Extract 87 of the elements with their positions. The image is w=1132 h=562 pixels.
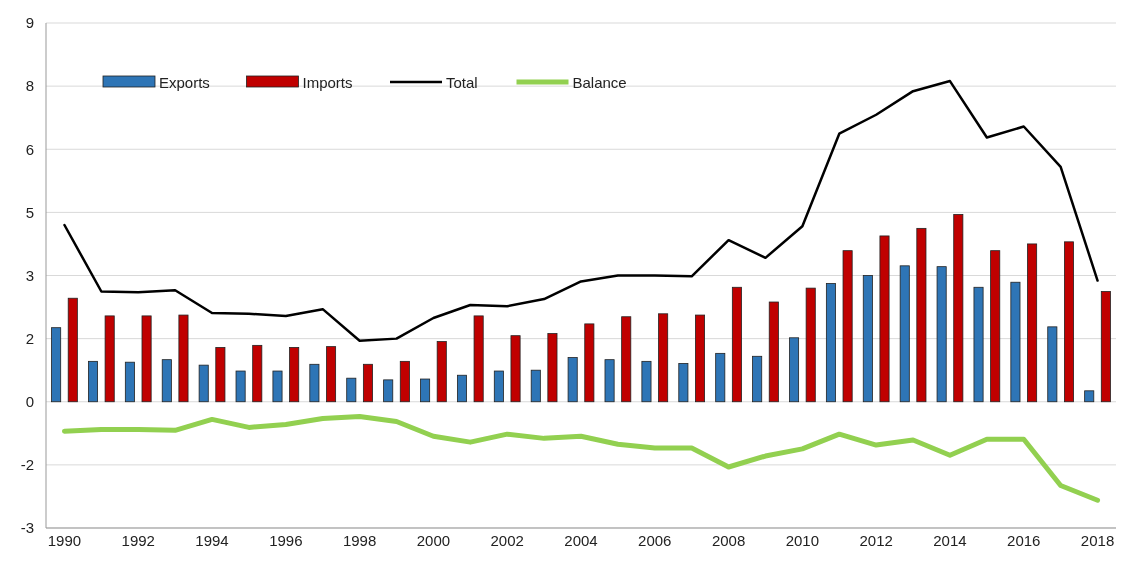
bar [309,363,320,403]
bar [362,363,373,403]
bar [436,341,447,403]
x-tick-label: 2010 [785,532,820,549]
y-tick-label: 2 [25,329,34,347]
bar [104,315,115,403]
x-tick-label: 2004 [564,532,598,549]
bar [326,346,337,403]
bar [510,335,521,403]
bar [752,355,763,403]
bar [88,360,98,403]
x-tick-label: 1990 [47,532,82,549]
bar [252,344,263,403]
bar [990,250,1001,403]
bar [235,370,246,403]
bar [621,316,632,403]
legend-label: Exports [159,73,210,91]
x-tick-label: 2008 [711,532,746,549]
y-tick-label: 0 [25,393,34,410]
bar [604,359,615,403]
bar [695,314,705,403]
bar [1084,390,1095,403]
bar [916,227,927,403]
y-tick-label: -3 [20,519,34,537]
bar [862,275,873,403]
bar [936,266,947,403]
x-tick-label: 2016 [1007,532,1041,549]
legend-label: Total [446,73,478,91]
bar [215,347,226,403]
bar [67,297,78,403]
x-tick-label: 2014 [933,532,967,549]
bar [399,360,410,403]
bar [899,265,910,403]
bar [973,286,984,403]
x-tick-label: 1994 [195,532,229,549]
bar [198,364,209,403]
bar [805,287,816,403]
bar [493,370,504,403]
bar [1100,291,1111,403]
bar [530,369,541,403]
x-tick-label: 2000 [416,532,451,549]
bar [879,235,890,403]
bar [789,337,800,403]
bar [272,370,283,403]
bar [161,359,172,403]
y-tick-label: 3 [25,266,34,284]
bar [1027,243,1038,403]
bar [383,379,394,403]
bar [124,361,135,403]
bar [1064,241,1074,403]
y-tick-label: 8 [25,77,34,95]
bar [346,377,357,403]
bar [1047,326,1058,403]
x-tick-label: 2012 [859,532,893,549]
bar [825,283,836,403]
y-tick-label: 9 [25,14,34,32]
bar [473,315,484,403]
bar [584,323,595,403]
bar [547,333,558,403]
x-tick-label: 2018 [1080,532,1115,549]
bar [51,327,62,403]
y-tick-label: 6 [25,140,34,158]
bar [678,363,689,403]
bar [731,286,742,403]
x-tick-label: 1998 [342,532,377,549]
bar [842,250,853,403]
bar [457,374,467,403]
x-tick-label: 1996 [269,532,303,549]
legend-label: Imports [302,73,353,91]
y-tick-label: 5 [25,203,34,221]
legend-label: Balance [572,73,627,91]
bar [715,352,726,403]
x-tick-label: 2006 [638,532,672,549]
bar [768,301,779,403]
bar [1010,281,1021,403]
bar [567,357,578,403]
bar [953,214,964,403]
x-tick-label: 1992 [121,532,155,549]
y-tick-label: -2 [20,456,34,474]
bar [289,347,300,403]
x-tick-label: 2002 [490,532,524,549]
bar [420,378,431,403]
bar [178,314,189,403]
bar [658,313,669,403]
line-series [63,79,1099,342]
bar [141,315,152,403]
bar [641,360,652,403]
